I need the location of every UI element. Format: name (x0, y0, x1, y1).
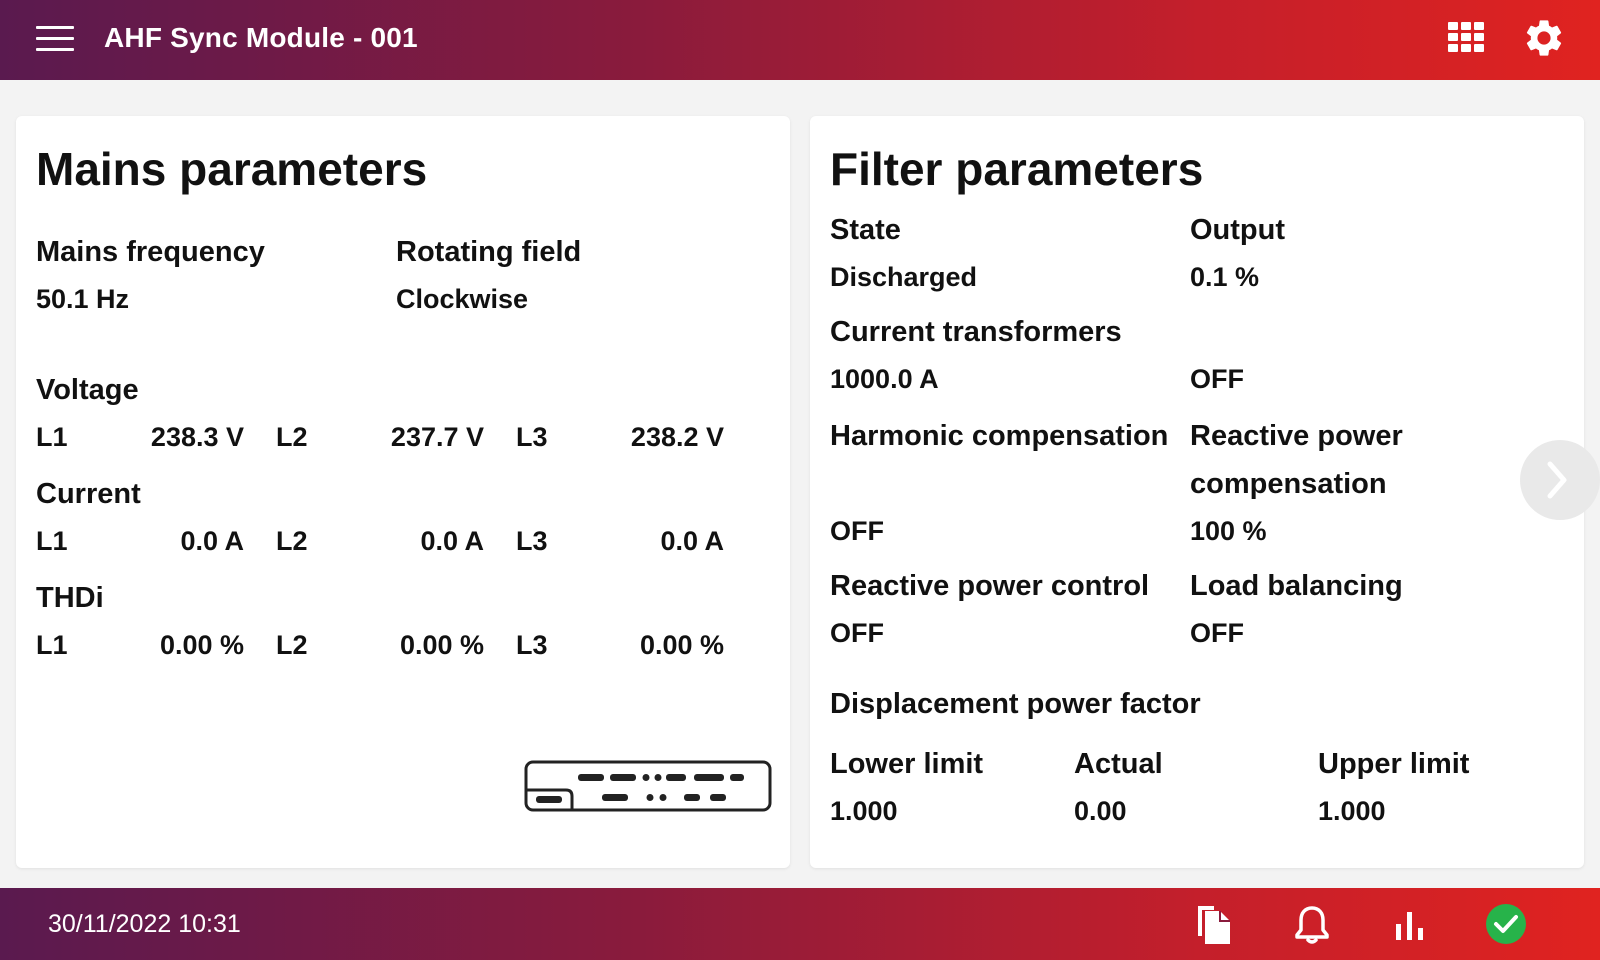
bar-chart-icon[interactable] (1388, 902, 1432, 946)
datetime: 30/11/2022 10:31 (48, 910, 241, 938)
upper-limit-label: Upper limit (1318, 748, 1470, 780)
reactive-compensation-label-2: compensation (1190, 468, 1387, 500)
reactive-power-control-value: OFF (830, 618, 884, 648)
next-page-button[interactable] (1520, 440, 1600, 520)
thdi-l2-value: 0.00 % (399, 630, 484, 660)
rotating-field-value: Clockwise (396, 284, 529, 314)
current-transformers-label: Current transformers (830, 316, 1122, 348)
top-bar: AHF Sync Module - 001 (0, 0, 1600, 80)
status-ok-icon[interactable] (1484, 902, 1528, 946)
current-transformers-state: OFF (1190, 364, 1244, 394)
actual-label: Actual (1074, 748, 1163, 780)
voltage-l3-label: L3 (516, 422, 548, 452)
harmonic-compensation-value: OFF (830, 516, 884, 546)
rotating-field-label: Rotating field (396, 236, 582, 268)
voltage-l1-value: 238.3 V (150, 422, 244, 452)
state-label: State (830, 214, 901, 246)
grid-icon[interactable] (1448, 22, 1484, 52)
current-l1-label: L1 (36, 526, 68, 556)
reactive-power-control-label: Reactive power control (830, 570, 1150, 602)
thdi-l3-label: L3 (516, 630, 548, 660)
current-l3-label: L3 (516, 526, 548, 556)
thdi-l1-value: 0.00 % (159, 630, 244, 660)
upper-limit-value: 1.000 (1318, 796, 1386, 826)
voltage-l3-value: 238.2 V (630, 422, 724, 452)
lower-limit-label: Lower limit (830, 748, 984, 780)
voltage-l2-value: 237.7 V (390, 422, 484, 452)
harmonic-compensation-label: Harmonic compensation (830, 420, 1169, 452)
displacement-power-factor-label: Displacement power factor (830, 688, 1201, 720)
reactive-compensation-value: 100 % (1190, 516, 1267, 546)
menu-icon[interactable] (36, 26, 74, 54)
voltage-label: Voltage (36, 374, 139, 406)
app-title: AHF Sync Module - 001 (104, 22, 418, 53)
mains-title: Mains parameters (36, 143, 428, 195)
current-l1-value: 0.0 A (180, 526, 244, 556)
documents-icon[interactable] (1192, 902, 1236, 946)
voltage-l1-label: L1 (36, 422, 68, 452)
filter-parameters-card: Filter parameters State Discharged Outpu… (810, 116, 1584, 868)
thdi-l2-label: L2 (276, 630, 308, 660)
load-balancing-label: Load balancing (1190, 570, 1403, 602)
current-l2-value: 0.0 A (420, 526, 484, 556)
current-l2-label: L2 (276, 526, 308, 556)
actual-value: 0.00 (1074, 796, 1127, 826)
current-label: Current (36, 478, 141, 510)
output-label: Output (1190, 214, 1286, 246)
bottom-bar: 30/11/2022 10:31 (0, 888, 1600, 960)
chevron-right-icon (1547, 461, 1567, 499)
state-value: Discharged (830, 262, 978, 292)
mains-frequency-label: Mains frequency (36, 236, 265, 268)
filter-title: Filter parameters (830, 143, 1204, 195)
thdi-l1-label: L1 (36, 630, 68, 660)
reactive-compensation-label-1: Reactive power (1190, 420, 1403, 452)
device-module-icon (524, 760, 772, 812)
thdi-label: THDi (36, 582, 104, 614)
voltage-l2-label: L2 (276, 422, 308, 452)
mains-parameters-card: Mains parameters Mains frequency 50.1 Hz… (16, 116, 790, 868)
load-balancing-value: OFF (1190, 618, 1244, 648)
thdi-l3-value: 0.00 % (639, 630, 724, 660)
gear-icon[interactable] (1522, 16, 1566, 60)
bell-icon[interactable] (1290, 902, 1334, 946)
output-value: 0.1 % (1190, 262, 1260, 292)
current-l3-value: 0.0 A (660, 526, 724, 556)
lower-limit-value: 1.000 (830, 796, 898, 826)
mains-frequency-value: 50.1 Hz (36, 284, 130, 314)
current-transformers-value: 1000.0 A (830, 364, 939, 394)
